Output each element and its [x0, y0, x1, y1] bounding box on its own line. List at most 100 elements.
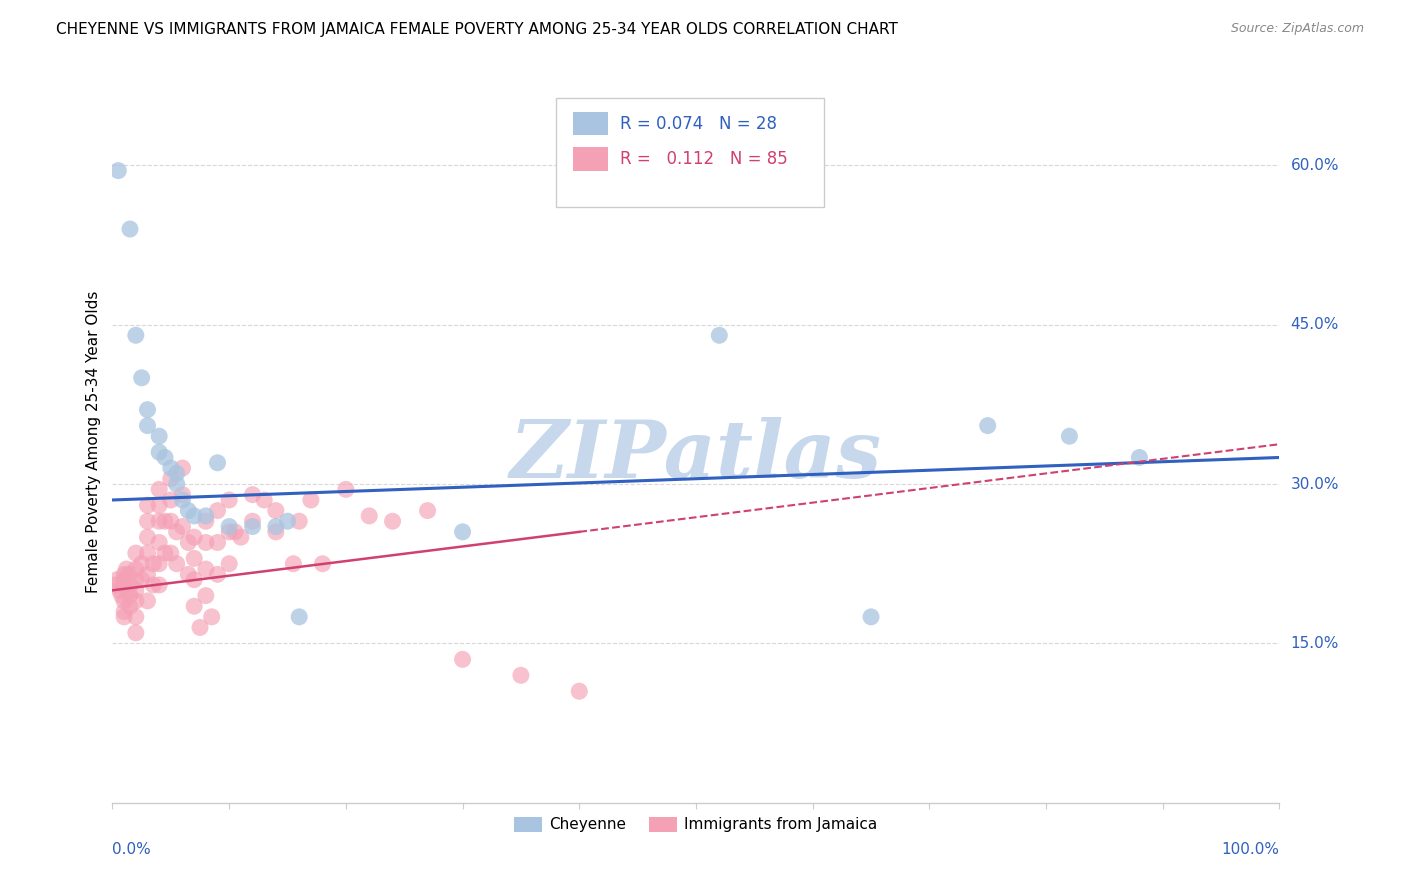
- Point: [112, 610, 135, 624]
- Point: [125, 594, 148, 608]
- Text: Source: ZipAtlas.com: Source: ZipAtlas.com: [1230, 22, 1364, 36]
- Point: [148, 557, 170, 571]
- Point: [860, 610, 883, 624]
- Point: [148, 429, 170, 443]
- Text: R = 0.074   N = 28: R = 0.074 N = 28: [620, 115, 778, 133]
- Point: [142, 557, 165, 571]
- Point: [112, 573, 135, 587]
- Point: [131, 573, 153, 587]
- Point: [1128, 450, 1150, 465]
- Point: [112, 567, 135, 582]
- Point: [416, 503, 439, 517]
- Point: [194, 562, 217, 576]
- Point: [218, 493, 240, 508]
- Point: [288, 610, 311, 624]
- Point: [183, 508, 205, 523]
- Point: [359, 508, 381, 523]
- Text: CHEYENNE VS IMMIGRANTS FROM JAMAICA FEMALE POVERTY AMONG 25-34 YEAR OLDS CORRELA: CHEYENNE VS IMMIGRANTS FROM JAMAICA FEMA…: [56, 22, 898, 37]
- Text: ZIPatlas: ZIPatlas: [510, 417, 882, 495]
- Point: [118, 589, 141, 603]
- Point: [148, 514, 170, 528]
- Point: [276, 514, 298, 528]
- Point: [183, 530, 205, 544]
- Point: [172, 519, 194, 533]
- Point: [253, 493, 276, 508]
- Point: [335, 483, 357, 497]
- Point: [242, 514, 264, 528]
- Point: [288, 514, 311, 528]
- Legend: Cheyenne, Immigrants from Jamaica: Cheyenne, Immigrants from Jamaica: [508, 811, 884, 838]
- Point: [194, 514, 217, 528]
- Point: [183, 551, 205, 566]
- Point: [125, 583, 148, 598]
- Point: [107, 163, 129, 178]
- Point: [166, 467, 188, 481]
- Point: [136, 402, 159, 417]
- Text: 60.0%: 60.0%: [1291, 158, 1339, 173]
- Point: [166, 477, 188, 491]
- Point: [242, 519, 264, 533]
- Point: [224, 524, 246, 539]
- Point: [976, 418, 998, 433]
- Point: [242, 488, 264, 502]
- Point: [183, 599, 205, 614]
- Point: [183, 573, 205, 587]
- Point: [112, 605, 135, 619]
- Point: [283, 557, 305, 571]
- Point: [201, 610, 224, 624]
- Point: [118, 222, 141, 236]
- Point: [194, 589, 217, 603]
- Point: [194, 535, 217, 549]
- Text: 30.0%: 30.0%: [1291, 476, 1339, 491]
- Point: [160, 493, 183, 508]
- Point: [177, 503, 200, 517]
- Point: [125, 573, 148, 587]
- Point: [451, 652, 474, 666]
- Point: [207, 456, 229, 470]
- Point: [136, 530, 159, 544]
- Point: [125, 625, 148, 640]
- FancyBboxPatch shape: [555, 98, 824, 207]
- Point: [451, 524, 474, 539]
- Point: [264, 519, 287, 533]
- Point: [160, 514, 183, 528]
- Point: [118, 567, 141, 582]
- Point: [264, 503, 287, 517]
- Point: [568, 684, 591, 698]
- Point: [104, 578, 127, 592]
- Point: [172, 493, 194, 508]
- Point: [125, 610, 148, 624]
- Y-axis label: Female Poverty Among 25-34 Year Olds: Female Poverty Among 25-34 Year Olds: [86, 291, 101, 592]
- Point: [136, 418, 159, 433]
- Point: [131, 371, 153, 385]
- Point: [136, 594, 159, 608]
- Point: [115, 562, 138, 576]
- Text: 15.0%: 15.0%: [1291, 636, 1339, 651]
- Point: [111, 589, 134, 603]
- Point: [1059, 429, 1081, 443]
- Text: 100.0%: 100.0%: [1222, 842, 1279, 856]
- Point: [177, 567, 200, 582]
- Point: [136, 567, 159, 582]
- Point: [153, 514, 176, 528]
- Point: [172, 461, 194, 475]
- Point: [229, 530, 252, 544]
- Point: [207, 567, 229, 582]
- Point: [108, 583, 131, 598]
- Point: [148, 535, 170, 549]
- Point: [177, 535, 200, 549]
- Point: [105, 573, 128, 587]
- Point: [148, 483, 170, 497]
- Point: [188, 620, 211, 634]
- Point: [381, 514, 404, 528]
- Point: [218, 524, 240, 539]
- Point: [136, 546, 159, 560]
- Text: R =   0.112   N = 85: R = 0.112 N = 85: [620, 150, 787, 168]
- Point: [125, 546, 148, 560]
- Point: [509, 668, 531, 682]
- Point: [160, 461, 183, 475]
- Point: [160, 546, 183, 560]
- Point: [311, 557, 333, 571]
- Text: 0.0%: 0.0%: [112, 842, 152, 856]
- Point: [118, 578, 141, 592]
